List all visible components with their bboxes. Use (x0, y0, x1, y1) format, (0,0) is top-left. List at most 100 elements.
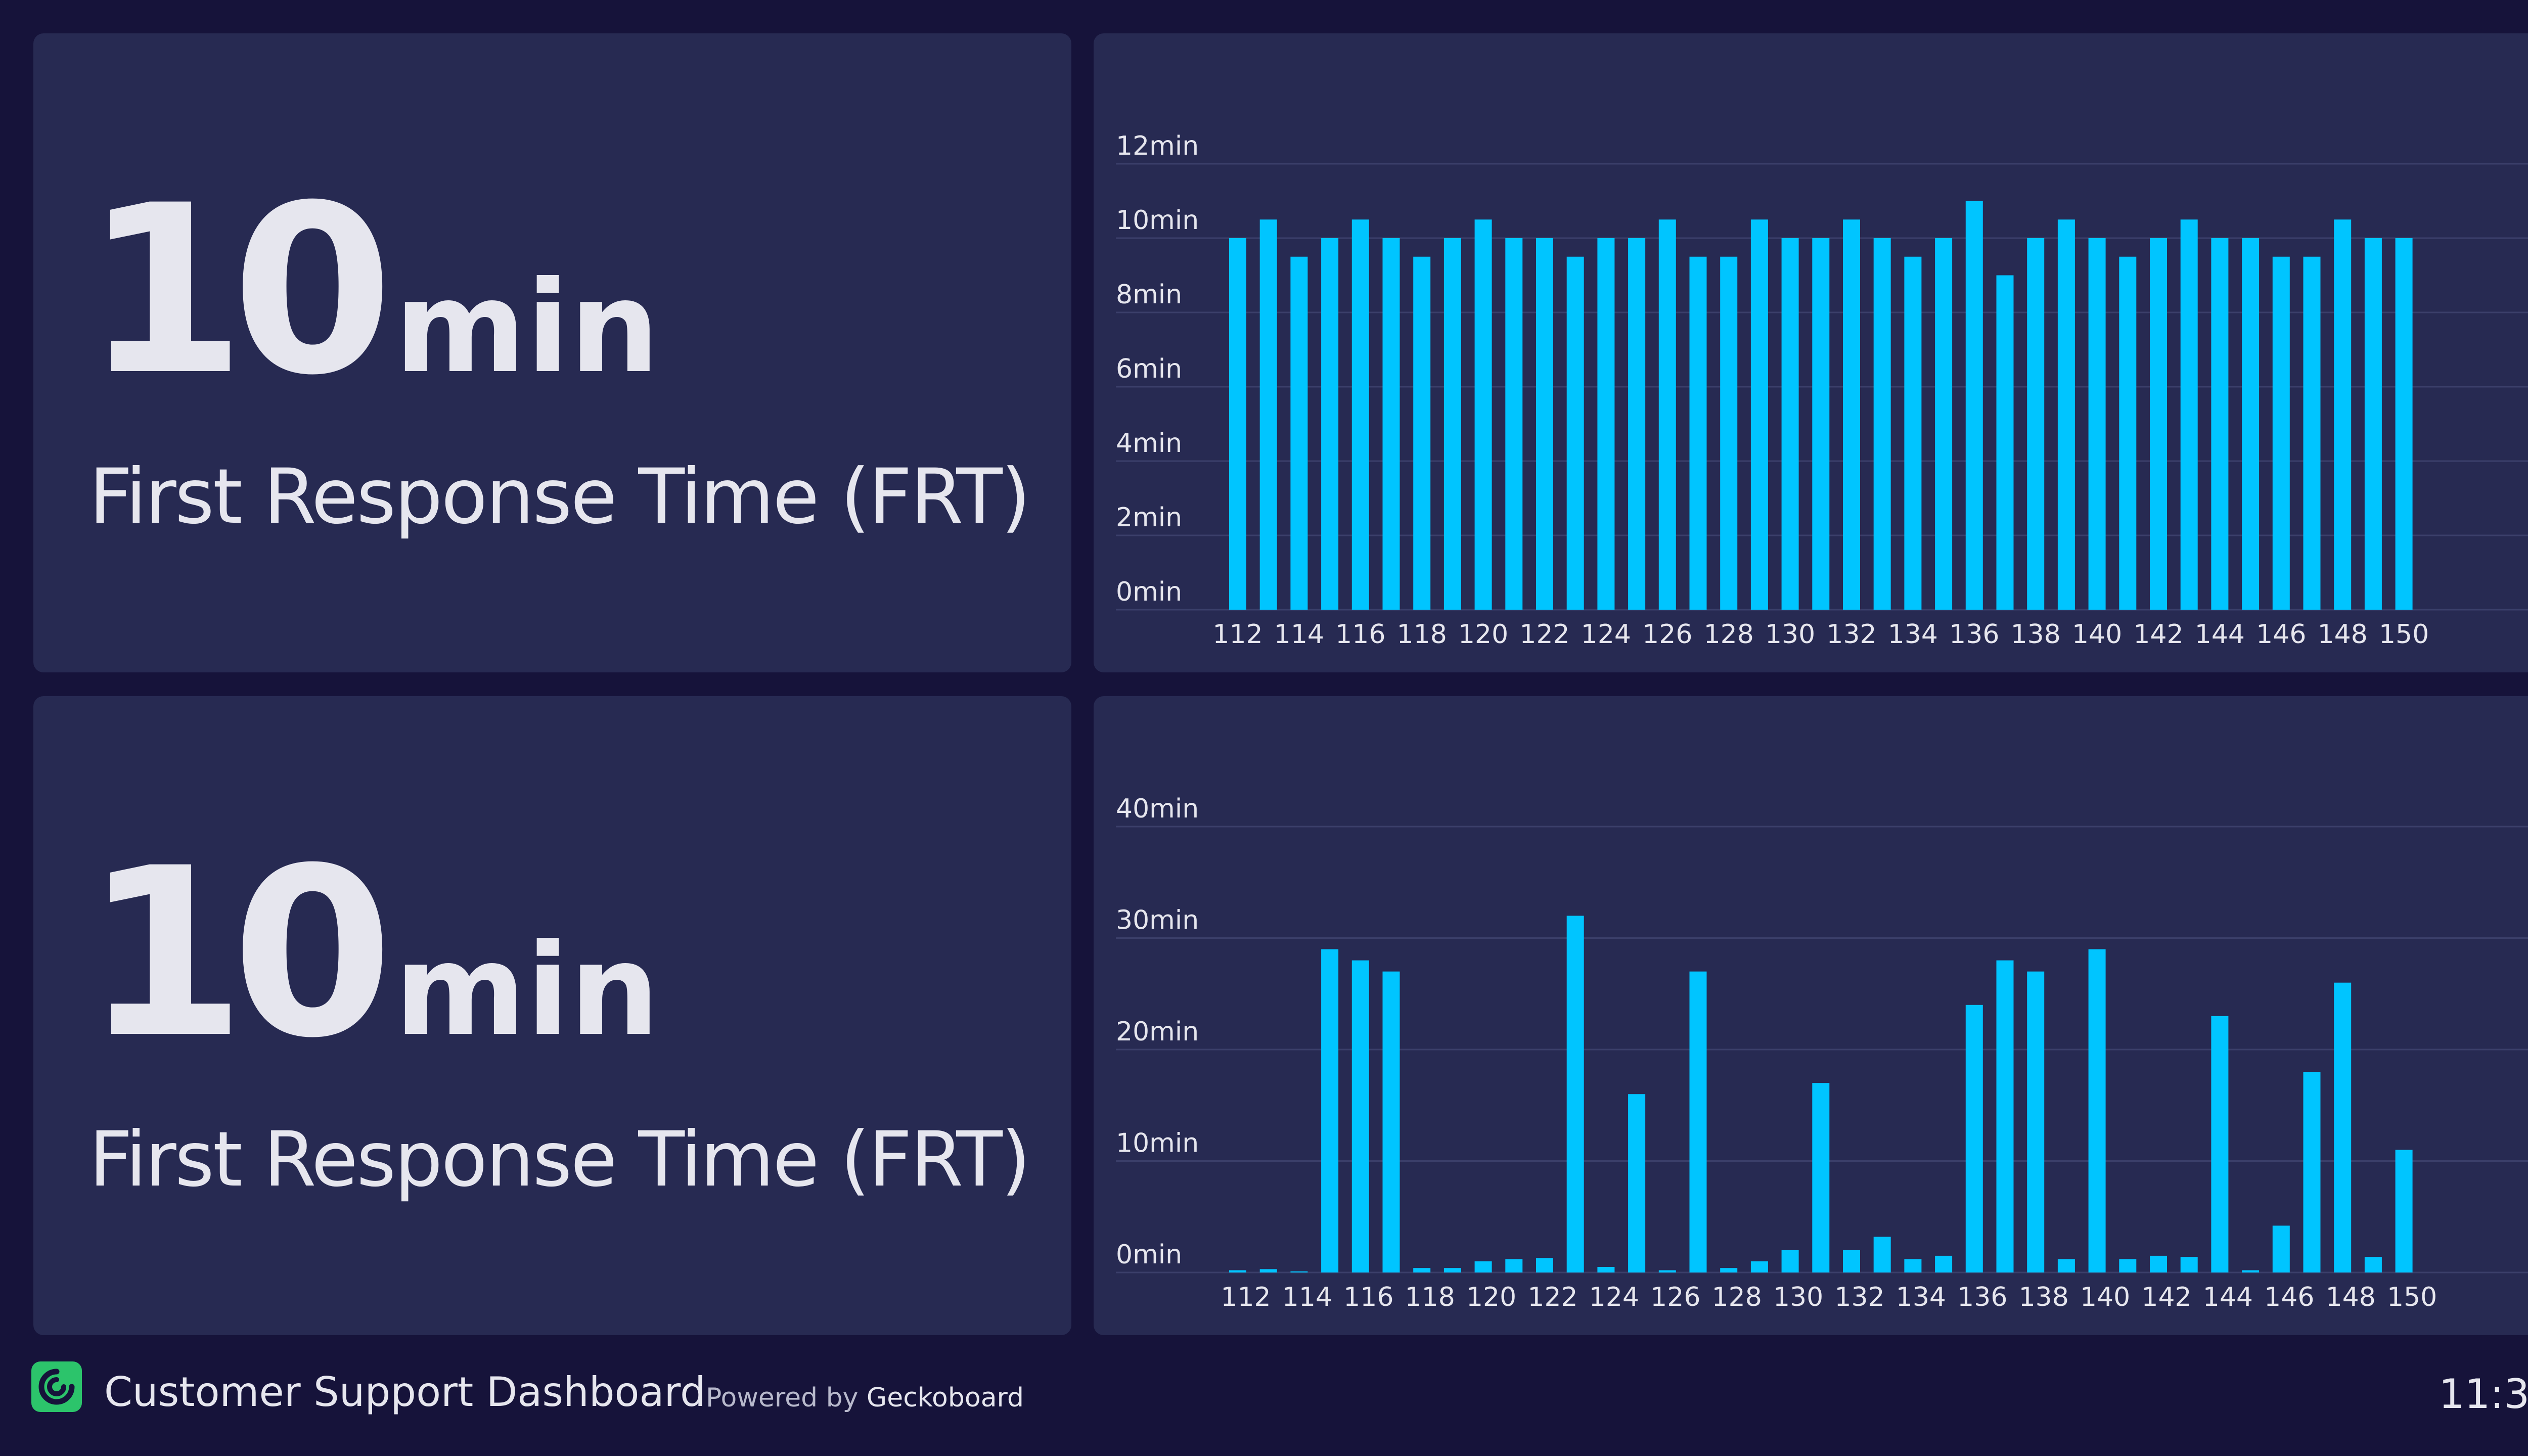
bar-136 (1965, 1005, 1983, 1272)
x-tick-label: 112 (1221, 1282, 1271, 1312)
bar-147 (2303, 1072, 2321, 1272)
x-tick-label: 112 (1212, 619, 1262, 650)
powered-by-credit: Powered by Geckoboard (706, 1383, 1024, 1413)
y-tick-label: 10min (1116, 205, 1199, 236)
bar-131 (1812, 238, 1830, 610)
bar-114 (1290, 256, 1308, 610)
bar-132 (1843, 1250, 1860, 1272)
bar-146 (2272, 1225, 2290, 1272)
bar-132 (1843, 219, 1860, 610)
bar-144 (2211, 238, 2229, 610)
powered-by-brand: Geckoboard (866, 1383, 1024, 1413)
bar-135 (1935, 1255, 1953, 1272)
bar-133 (1873, 238, 1891, 610)
bar-114 (1290, 1271, 1308, 1272)
x-tick-label: 124 (1589, 1282, 1639, 1312)
x-tick-label: 114 (1274, 619, 1324, 650)
y-tick-label: 0min (1116, 1240, 1182, 1270)
x-tick-label: 120 (1458, 619, 1508, 650)
bar-148 (2334, 219, 2352, 610)
frt-label: First Response Time (FRT) (89, 453, 1030, 541)
bar-127 (1689, 971, 1707, 1272)
bar-122 (1536, 1258, 1553, 1272)
x-tick-label: 114 (1282, 1282, 1332, 1312)
bar-119 (1443, 1268, 1461, 1272)
x-tick-label: 130 (1765, 619, 1815, 650)
y-tick-label: 2min (1116, 503, 1182, 533)
bar-117 (1382, 238, 1400, 610)
bar-142 (2150, 1255, 2167, 1272)
bar-144 (2211, 1016, 2229, 1272)
x-tick-label: 138 (2011, 619, 2061, 650)
bar-123 (1566, 916, 1584, 1272)
y-tick-label: 6min (1116, 354, 1182, 384)
bar-125 (1628, 238, 1646, 610)
geckoboard-logo-icon (31, 1361, 82, 1412)
bar-142 (2150, 238, 2167, 610)
bar-116 (1351, 219, 1369, 610)
powered-by-prefix: Powered by (706, 1383, 859, 1413)
bar-112 (1229, 1270, 1246, 1272)
bar-125 (1628, 1094, 1646, 1272)
x-tick-label: 138 (2019, 1282, 2069, 1312)
bar-150 (2395, 1150, 2413, 1272)
bar-137 (1996, 275, 2014, 610)
x-tick-label: 134 (1896, 1282, 1946, 1312)
bar-146 (2272, 256, 2290, 610)
bar-131 (1812, 1083, 1830, 1272)
bar-115 (1321, 949, 1339, 1272)
y-tick-label: 20min (1116, 1017, 1199, 1047)
x-tick-label: 120 (1466, 1282, 1516, 1312)
bar-143 (2180, 1257, 2198, 1272)
bar-129 (1750, 219, 1768, 610)
x-tick-label: 128 (1712, 1282, 1762, 1312)
x-tick-label: 126 (1642, 619, 1692, 650)
x-tick-label: 150 (2379, 619, 2429, 650)
x-tick-label: 132 (1834, 1282, 1884, 1312)
bar-122 (1536, 238, 1553, 610)
frt-value: 10 (84, 156, 393, 426)
bar-139 (2057, 1259, 2075, 1272)
bar-133 (1873, 1237, 1891, 1272)
bar-143 (2180, 219, 2198, 610)
x-tick-label: 144 (2195, 619, 2245, 650)
dashboard-footer: Customer Support Dashboard Powered by Ge… (0, 1335, 2528, 1456)
frt-bar-chart-top: 0min 2min 4min 6min 8min 10min 12min 112 114 116 1… (1094, 33, 2528, 672)
y-tick-label: 0min (1116, 577, 1182, 607)
bar-121 (1505, 238, 1523, 610)
bar-117 (1382, 971, 1400, 1272)
bar-141 (2119, 1259, 2137, 1272)
x-tick-label: 148 (2318, 619, 2368, 650)
x-tick-label: 122 (1519, 619, 1569, 650)
bar-121 (1505, 1259, 1523, 1272)
x-tick-label: 140 (2080, 1282, 2130, 1312)
bar-130 (1781, 238, 1799, 610)
bar-136 (1965, 201, 1983, 610)
x-tick-label: 146 (2264, 1282, 2314, 1312)
frt-number-widget-bottom: 10 min First Response Time (FRT) (33, 696, 1071, 1335)
bar-112 (1229, 238, 1246, 610)
bar-147 (2303, 256, 2321, 610)
bar-149 (2364, 1257, 2382, 1272)
bar-140 (2088, 238, 2106, 610)
bar-118 (1413, 1268, 1431, 1272)
bar-134 (1904, 1259, 1922, 1272)
bar-134 (1904, 256, 1922, 610)
bar-140 (2088, 949, 2106, 1272)
x-tick-label: 118 (1397, 619, 1447, 650)
y-tick-label: 12min (1116, 131, 1199, 161)
y-tick-label: 40min (1116, 794, 1199, 824)
frt-bar-chart-bottom: 0min 10min 20min 30min 40min 112 114 116 118 120 1… (1094, 696, 2528, 1335)
x-tick-label: 142 (2133, 619, 2183, 650)
bar-116 (1351, 960, 1369, 1272)
bar-129 (1750, 1261, 1768, 1272)
logo-swirl-icon (38, 1369, 75, 1405)
x-tick-label: 116 (1335, 619, 1385, 650)
bar-128 (1720, 256, 1738, 610)
y-tick-label: 4min (1116, 428, 1182, 459)
x-tick-label: 148 (2326, 1282, 2376, 1312)
bar-120 (1474, 1261, 1492, 1272)
x-tick-label: 126 (1650, 1282, 1700, 1312)
frt-number-widget-top: 10 min First Response Time (FRT) (33, 33, 1071, 672)
y-tick-label: 8min (1116, 280, 1182, 310)
